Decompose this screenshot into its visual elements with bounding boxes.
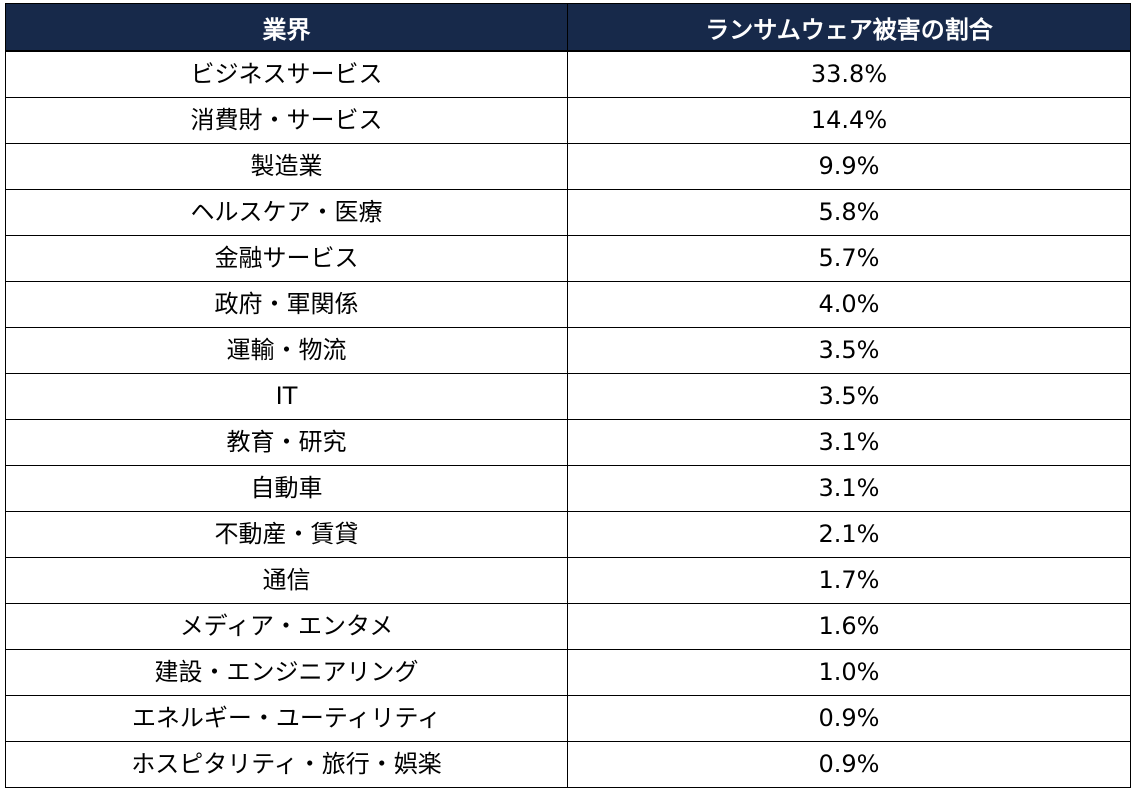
industry-cell: 建設・エンジニアリング [5,649,568,696]
industry-cell: 不動産・賃貸 [5,511,568,558]
table-row: 運輸・物流 3.5% [5,327,1131,374]
industry-ransomware-table: 業界 ランサムウェア被害の割合 ビジネスサービス 33.8% 消費財・サービス 14.… [5,3,1131,788]
industry-cell: 通信 [5,557,568,604]
percentage-cell: 2.1% [567,511,1131,558]
percentage-cell: 9.9% [567,143,1131,190]
percentage-cell: 33.8% [567,50,1131,98]
table-row: ビジネスサービス 33.8% [5,50,1131,98]
percentage-cell: 3.5% [567,373,1131,420]
table-header: 業界 ランサムウェア被害の割合 [5,3,1131,52]
percentage-cell: 5.8% [567,189,1131,236]
industry-cell: 金融サービス [5,235,568,282]
table-row: ホスピタリティ・旅行・娯楽 0.9% [5,741,1131,788]
industry-cell: ホスピタリティ・旅行・娯楽 [5,741,568,788]
table-row: 金融サービス 5.7% [5,235,1131,282]
percentage-cell: 14.4% [567,97,1131,144]
percentage-cell: 3.1% [567,419,1131,466]
percentage-cell: 3.1% [567,465,1131,512]
percentage-cell: 1.6% [567,603,1131,650]
table-row: IT 3.5% [5,373,1131,420]
column-header-ransomware-share: ランサムウェア被害の割合 [567,3,1131,52]
industry-cell: ヘルスケア・医療 [5,189,568,236]
table-row: メディア・エンタメ 1.6% [5,603,1131,650]
percentage-cell: 3.5% [567,327,1131,374]
industry-cell: IT [5,373,568,420]
industry-cell: ビジネスサービス [5,50,568,98]
industry-cell: 自動車 [5,465,568,512]
industry-cell: メディア・エンタメ [5,603,568,650]
data-table: 業界 ランサムウェア被害の割合 ビジネスサービス 33.8% 消費財・サービス 14.… [5,3,1131,788]
table-row: 建設・エンジニアリング 1.0% [5,649,1131,696]
table-row: 政府・軍関係 4.0% [5,281,1131,328]
percentage-cell: 5.7% [567,235,1131,282]
table-row: 不動産・賃貸 2.1% [5,511,1131,558]
percentage-cell: 0.9% [567,695,1131,742]
table-body: ビジネスサービス 33.8% 消費財・サービス 14.4% 製造業 9.9% ヘルスケア・医… [5,50,1131,788]
percentage-cell: 1.7% [567,557,1131,604]
industry-cell: 教育・研究 [5,419,568,466]
industry-cell: 政府・軍関係 [5,281,568,328]
table-row: 自動車 3.1% [5,465,1131,512]
industry-cell: エネルギー・ユーティリティ [5,695,568,742]
percentage-cell: 4.0% [567,281,1131,328]
industry-cell: 消費財・サービス [5,97,568,144]
percentage-cell: 1.0% [567,649,1131,696]
table-row: ヘルスケア・医療 5.8% [5,189,1131,236]
percentage-cell: 0.9% [567,741,1131,788]
table-row: 製造業 9.9% [5,143,1131,190]
table-row: エネルギー・ユーティリティ 0.9% [5,695,1131,742]
header-row: 業界 ランサムウェア被害の割合 [5,3,1131,52]
industry-cell: 製造業 [5,143,568,190]
table-row: 消費財・サービス 14.4% [5,97,1131,144]
table-row: 通信 1.7% [5,557,1131,604]
industry-cell: 運輸・物流 [5,327,568,374]
table-row: 教育・研究 3.1% [5,419,1131,466]
column-header-industry: 業界 [5,3,568,52]
